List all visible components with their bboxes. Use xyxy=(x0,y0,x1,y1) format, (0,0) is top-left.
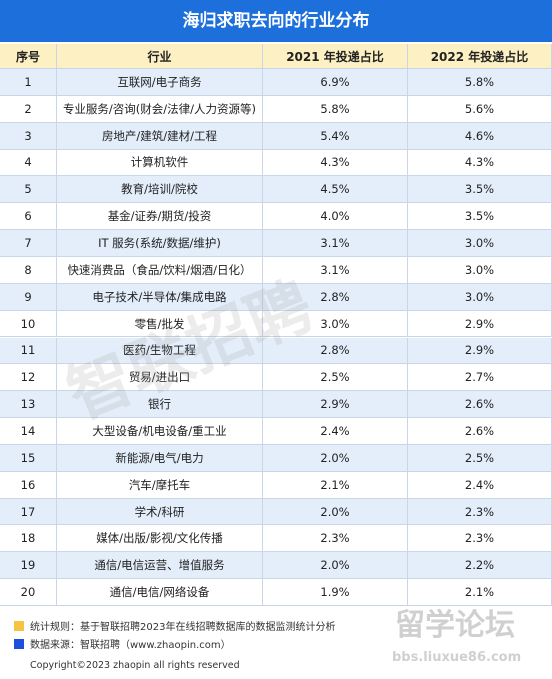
table-cell: 银行 xyxy=(57,391,263,419)
table-cell: 计算机软件 xyxy=(57,149,263,177)
table-cell: 通信/电信运营、增值服务 xyxy=(57,552,263,580)
table-cell: 5.4% xyxy=(263,122,408,150)
table-cell: 12 xyxy=(0,364,57,392)
table-cell: 13 xyxy=(0,391,57,419)
table-cell: 14 xyxy=(0,418,57,445)
table-cell: 4.3% xyxy=(408,149,552,177)
table-cell: 2.9% xyxy=(263,391,408,419)
table-cell: 19 xyxy=(0,552,57,580)
table-cell: 6 xyxy=(0,203,57,231)
table-cell: 2.4% xyxy=(408,471,552,499)
copyright: Copyright©2023 zhaopin all rights reserv… xyxy=(30,660,240,671)
table-cell: 3 xyxy=(0,122,57,150)
table-cell: IT 服务(系统/数据/维护) xyxy=(57,230,263,257)
table-cell: 互联网/电子商务 xyxy=(57,69,263,96)
table-cell: 1 xyxy=(0,69,57,96)
table-cell: 7 xyxy=(0,230,57,257)
note: 数据来源：智联招聘（www.zhaopin.com） xyxy=(14,636,231,651)
table-cell: 8 xyxy=(0,256,57,284)
table-cell: 2.5% xyxy=(408,444,552,472)
table-cell: 3.1% xyxy=(263,256,408,284)
table-cell: 媒体/出版/影视/文化传播 xyxy=(57,525,263,553)
table-cell: 贸易/进出口 xyxy=(57,364,263,392)
table-cell: 3.0% xyxy=(408,256,552,284)
header-cell: 行业 xyxy=(57,44,263,69)
table-cell: 4.5% xyxy=(263,176,408,204)
table-cell: 5.8% xyxy=(408,69,552,96)
table-cell: 3.0% xyxy=(408,230,552,257)
table-cell: 电子技术/半导体/集成电路 xyxy=(57,283,263,311)
note-text: 统计规则：基于智联招聘2023年在线招聘数据库的数据监测统计分析 xyxy=(30,622,336,633)
table-cell: 医药/生物工程 xyxy=(57,337,263,365)
table-cell: 2.1% xyxy=(408,579,552,606)
table-cell: 零售/批发 xyxy=(57,310,263,338)
table-cell: 通信/电信/网络设备 xyxy=(57,579,263,606)
watermark: bbs.liuxue86.com xyxy=(392,650,522,665)
table-cell: 2.0% xyxy=(263,444,408,472)
table-cell: 3.0% xyxy=(263,310,408,338)
table-cell: 快速消费品（食品/饮料/烟酒/日化） xyxy=(57,256,263,284)
table-cell: 新能源/电气/电力 xyxy=(57,444,263,472)
table-cell: 4.0% xyxy=(263,203,408,231)
watermark: 留学论坛 xyxy=(395,608,515,643)
table-cell: 3.5% xyxy=(408,203,552,231)
table-cell: 4.6% xyxy=(408,122,552,150)
table-cell: 2.8% xyxy=(263,283,408,311)
table-cell: 4.3% xyxy=(263,149,408,177)
table-cell: 2.6% xyxy=(408,418,552,445)
table-cell: 10 xyxy=(0,310,57,338)
note-text: 数据来源：智联招聘（www.zhaopin.com） xyxy=(30,640,231,651)
table-cell: 基金/证券/期货/投资 xyxy=(57,203,263,231)
table-cell: 2.0% xyxy=(263,552,408,580)
table-cell: 18 xyxy=(0,525,57,553)
table-cell: 1.9% xyxy=(263,579,408,606)
table-cell: 5.6% xyxy=(408,95,552,123)
header-cell: 序号 xyxy=(0,44,57,69)
title: 海归求职去向的行业分布 xyxy=(0,0,552,42)
table-cell: 2.1% xyxy=(263,471,408,499)
table-cell: 大型设备/机电设备/重工业 xyxy=(57,418,263,445)
table-cell: 4 xyxy=(0,149,57,177)
table-cell: 汽车/摩托车 xyxy=(57,471,263,499)
table-cell: 2.6% xyxy=(408,391,552,419)
note: 统计规则：基于智联招聘2023年在线招聘数据库的数据监测统计分析 xyxy=(14,618,335,633)
table-cell: 3.0% xyxy=(408,283,552,311)
table-cell: 3.5% xyxy=(408,176,552,204)
table-cell: 2.9% xyxy=(408,310,552,338)
table-cell: 9 xyxy=(0,283,57,311)
header-cell: 2022 年投递占比 xyxy=(408,44,552,69)
table-cell: 20 xyxy=(0,579,57,606)
table-cell: 2.3% xyxy=(263,525,408,553)
table-cell: 2.9% xyxy=(408,337,552,365)
table-cell: 2.4% xyxy=(263,418,408,445)
table-cell: 2 xyxy=(0,95,57,123)
table-cell: 17 xyxy=(0,498,57,526)
header-cell: 2021 年投递占比 xyxy=(263,44,408,69)
table-cell: 6.9% xyxy=(263,69,408,96)
table-cell: 5 xyxy=(0,176,57,204)
table-cell: 11 xyxy=(0,337,57,365)
table-cell: 3.1% xyxy=(263,230,408,257)
table-cell: 房地产/建筑/建材/工程 xyxy=(57,122,263,150)
table-cell: 5.8% xyxy=(263,95,408,123)
table-cell: 2.8% xyxy=(263,337,408,365)
table-cell: 教育/培训/院校 xyxy=(57,176,263,204)
table-cell: 16 xyxy=(0,471,57,499)
table-cell: 学术/科研 xyxy=(57,498,263,526)
table-cell: 专业服务/咨询(财会/法律/人力资源等) xyxy=(57,95,263,123)
table-cell: 2.3% xyxy=(408,498,552,526)
table-cell: 15 xyxy=(0,444,57,472)
table-cell: 2.5% xyxy=(263,364,408,392)
table-cell: 2.7% xyxy=(408,364,552,392)
table-cell: 2.3% xyxy=(408,525,552,553)
table-cell: 2.2% xyxy=(408,552,552,580)
table-cell: 2.0% xyxy=(263,498,408,526)
